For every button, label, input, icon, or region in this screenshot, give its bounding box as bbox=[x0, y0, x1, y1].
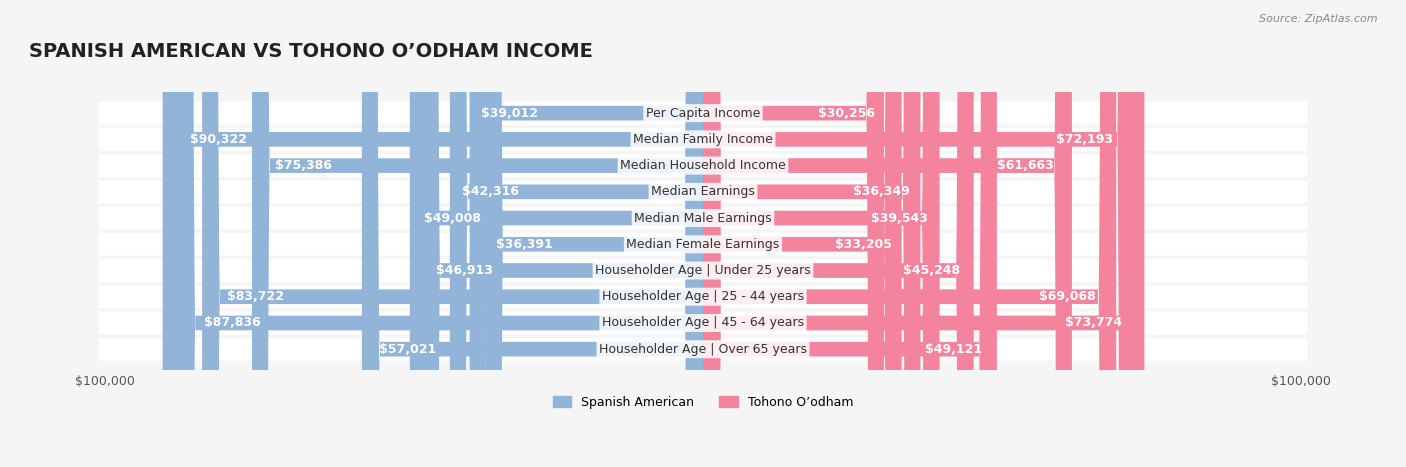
Text: SPANISH AMERICAN VS TOHONO O’ODHAM INCOME: SPANISH AMERICAN VS TOHONO O’ODHAM INCOM… bbox=[28, 42, 593, 62]
Text: Householder Age | 25 - 44 years: Householder Age | 25 - 44 years bbox=[602, 290, 804, 303]
Text: Per Capita Income: Per Capita Income bbox=[645, 106, 761, 120]
FancyBboxPatch shape bbox=[98, 128, 1308, 151]
FancyBboxPatch shape bbox=[703, 0, 1135, 467]
FancyBboxPatch shape bbox=[703, 0, 939, 467]
FancyBboxPatch shape bbox=[409, 0, 703, 467]
Text: Householder Age | 45 - 64 years: Householder Age | 45 - 64 years bbox=[602, 317, 804, 329]
Text: $61,663: $61,663 bbox=[997, 159, 1053, 172]
Text: Median Household Income: Median Household Income bbox=[620, 159, 786, 172]
FancyBboxPatch shape bbox=[703, 0, 884, 467]
Text: $36,349: $36,349 bbox=[853, 185, 910, 198]
Text: $42,316: $42,316 bbox=[463, 185, 519, 198]
Text: $33,205: $33,205 bbox=[835, 238, 891, 251]
FancyBboxPatch shape bbox=[703, 0, 1071, 467]
Text: Median Family Income: Median Family Income bbox=[633, 133, 773, 146]
FancyBboxPatch shape bbox=[703, 0, 901, 467]
FancyBboxPatch shape bbox=[361, 0, 703, 467]
Text: $49,008: $49,008 bbox=[425, 212, 481, 225]
FancyBboxPatch shape bbox=[98, 311, 1308, 334]
Text: $30,256: $30,256 bbox=[818, 106, 875, 120]
Text: $90,322: $90,322 bbox=[190, 133, 246, 146]
FancyBboxPatch shape bbox=[703, 0, 997, 467]
FancyBboxPatch shape bbox=[450, 0, 703, 467]
FancyBboxPatch shape bbox=[703, 0, 1144, 467]
FancyBboxPatch shape bbox=[177, 0, 703, 467]
FancyBboxPatch shape bbox=[163, 0, 703, 467]
FancyBboxPatch shape bbox=[98, 102, 1308, 125]
FancyBboxPatch shape bbox=[485, 0, 703, 467]
Text: Householder Age | Over 65 years: Householder Age | Over 65 years bbox=[599, 343, 807, 356]
Text: Median Female Earnings: Median Female Earnings bbox=[627, 238, 779, 251]
Text: $39,012: $39,012 bbox=[481, 106, 538, 120]
Text: $69,068: $69,068 bbox=[1039, 290, 1095, 303]
FancyBboxPatch shape bbox=[252, 0, 703, 467]
FancyBboxPatch shape bbox=[98, 206, 1308, 229]
FancyBboxPatch shape bbox=[703, 0, 1116, 467]
Text: $36,391: $36,391 bbox=[496, 238, 553, 251]
Text: $49,121: $49,121 bbox=[925, 343, 983, 356]
Text: Median Male Earnings: Median Male Earnings bbox=[634, 212, 772, 225]
Text: Householder Age | Under 25 years: Householder Age | Under 25 years bbox=[595, 264, 811, 277]
FancyBboxPatch shape bbox=[98, 233, 1308, 256]
Text: $39,543: $39,543 bbox=[870, 212, 928, 225]
Text: $72,193: $72,193 bbox=[1056, 133, 1114, 146]
FancyBboxPatch shape bbox=[98, 285, 1308, 308]
Text: $83,722: $83,722 bbox=[228, 290, 284, 303]
Legend: Spanish American, Tohono O’odham: Spanish American, Tohono O’odham bbox=[547, 391, 859, 414]
Text: $46,913: $46,913 bbox=[436, 264, 494, 277]
FancyBboxPatch shape bbox=[98, 338, 1308, 361]
Text: $75,386: $75,386 bbox=[274, 159, 332, 172]
FancyBboxPatch shape bbox=[470, 0, 703, 467]
FancyBboxPatch shape bbox=[202, 0, 703, 467]
FancyBboxPatch shape bbox=[422, 0, 703, 467]
FancyBboxPatch shape bbox=[98, 180, 1308, 203]
Text: $87,836: $87,836 bbox=[204, 317, 260, 329]
Text: Median Earnings: Median Earnings bbox=[651, 185, 755, 198]
FancyBboxPatch shape bbox=[703, 0, 974, 467]
Text: Source: ZipAtlas.com: Source: ZipAtlas.com bbox=[1260, 14, 1378, 24]
FancyBboxPatch shape bbox=[703, 0, 921, 467]
Text: $45,248: $45,248 bbox=[903, 264, 960, 277]
Text: $57,021: $57,021 bbox=[380, 343, 436, 356]
FancyBboxPatch shape bbox=[98, 259, 1308, 282]
FancyBboxPatch shape bbox=[98, 154, 1308, 177]
Text: $73,774: $73,774 bbox=[1066, 317, 1122, 329]
